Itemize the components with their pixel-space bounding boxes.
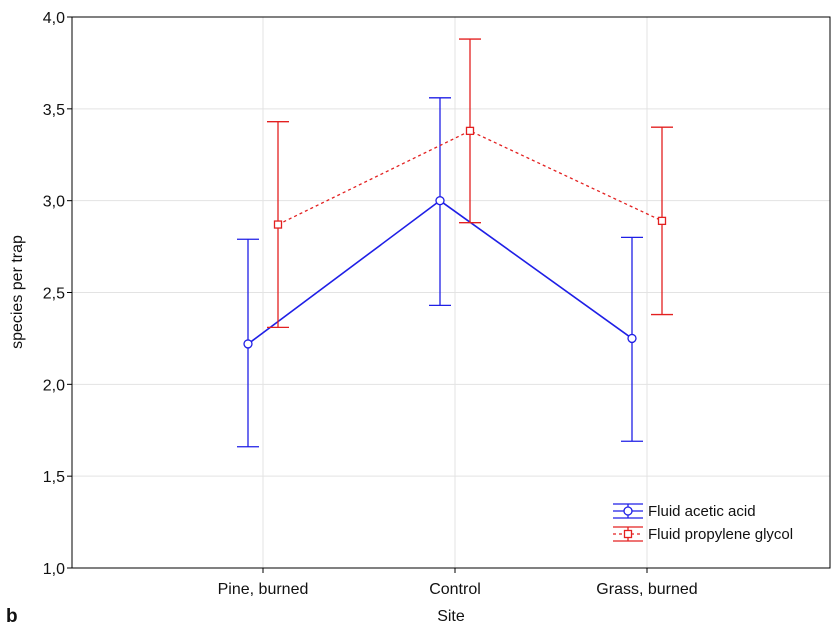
- y-tick-label: 3,0: [43, 194, 65, 211]
- y-axis-title: species per trap: [9, 235, 26, 349]
- data-point-acetic: [435, 196, 445, 206]
- y-tick-label: 1,5: [43, 469, 65, 486]
- x-tick-label: Grass, burned: [596, 581, 697, 598]
- series-acetic: [237, 97, 643, 448]
- legend-label: Fluid acetic acid: [648, 503, 756, 520]
- x-axis-ticks: Pine, burned Control Grass, burned: [218, 568, 698, 598]
- y-tick-label: 1,0: [43, 561, 65, 578]
- data-point-propylene: [273, 220, 283, 229]
- legend-entry-propylene: Fluid propylene glycol: [613, 526, 793, 543]
- legend-label: Fluid propylene glycol: [648, 526, 793, 543]
- grid-lines: [72, 17, 830, 568]
- x-tick-label: Control: [429, 581, 481, 598]
- y-tick-label: 2,5: [43, 286, 65, 303]
- data-point-acetic: [243, 339, 253, 349]
- y-tick-label: 2,0: [43, 377, 65, 394]
- panel-label: b: [6, 606, 18, 627]
- y-tick-label: 3,5: [43, 102, 65, 119]
- legend-circle-marker: [623, 506, 633, 516]
- series-layer: [237, 38, 673, 448]
- data-point-propylene: [657, 216, 667, 226]
- data-point-acetic: [627, 333, 637, 344]
- series-propylene: [267, 38, 673, 329]
- legend-square-marker: [623, 529, 633, 539]
- legend-entry-acetic: Fluid acetic acid: [613, 503, 756, 520]
- x-axis-title: Site: [437, 608, 465, 625]
- data-point-propylene: [465, 126, 475, 136]
- y-tick-label: 4,0: [43, 10, 65, 27]
- y-axis-ticks: 1,0 1,5 2,0 2,5 3,0 3,5 4,0: [43, 10, 72, 578]
- x-tick-label: Pine, burned: [218, 581, 309, 598]
- legend: Fluid acetic acid Fluid propylene glycol: [613, 503, 793, 543]
- series-line-propylene: [277, 130, 663, 226]
